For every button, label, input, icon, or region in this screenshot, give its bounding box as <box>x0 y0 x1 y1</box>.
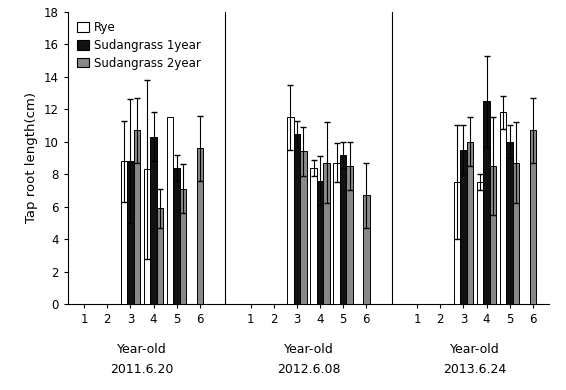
Bar <box>287 117 294 304</box>
Text: Year-old: Year-old <box>117 343 167 356</box>
Bar <box>157 208 163 304</box>
Text: 2012.6.08: 2012.6.08 <box>277 363 340 376</box>
Bar <box>167 117 173 304</box>
Bar <box>121 161 127 304</box>
Bar <box>467 142 473 304</box>
Bar <box>477 183 483 304</box>
Bar <box>530 130 536 304</box>
Bar <box>300 151 307 304</box>
Bar <box>500 112 507 304</box>
Text: 2013.6.24: 2013.6.24 <box>443 363 507 376</box>
Bar <box>144 169 150 304</box>
Legend: Rye, Sudangrass 1year, Sudangrass 2year: Rye, Sudangrass 1year, Sudangrass 2year <box>74 18 204 73</box>
Bar <box>127 161 134 304</box>
Bar <box>333 163 340 304</box>
Bar <box>513 163 520 304</box>
Text: 2011.6.20: 2011.6.20 <box>110 363 174 376</box>
Bar <box>310 168 317 304</box>
Bar <box>454 183 460 304</box>
Text: Year-old: Year-old <box>284 343 333 356</box>
Bar <box>196 148 203 304</box>
Bar <box>340 155 346 304</box>
Bar <box>317 181 323 304</box>
Bar <box>483 101 490 304</box>
Bar <box>346 166 353 304</box>
Bar <box>150 137 157 304</box>
Bar <box>490 166 496 304</box>
Bar <box>173 168 180 304</box>
Bar <box>323 163 330 304</box>
Bar <box>180 189 186 304</box>
Y-axis label: Tap root length(cm): Tap root length(cm) <box>25 92 38 223</box>
Bar <box>460 150 467 304</box>
Bar <box>507 142 513 304</box>
Text: Year-old: Year-old <box>450 343 500 356</box>
Bar <box>134 130 140 304</box>
Bar <box>294 134 300 304</box>
Bar <box>363 195 370 304</box>
